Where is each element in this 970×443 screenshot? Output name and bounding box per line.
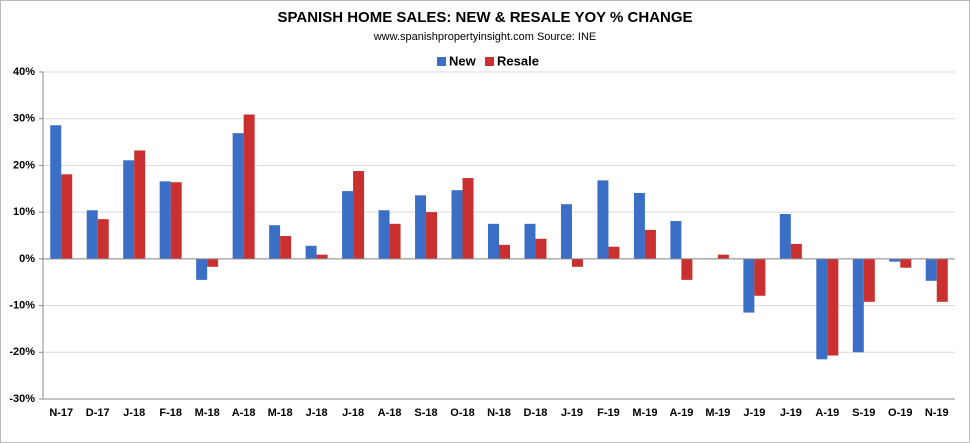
bar (571, 258, 583, 267)
bar (61, 174, 73, 259)
x-tick-label: O-18 (450, 407, 474, 419)
bar (499, 244, 510, 259)
bar (305, 245, 317, 259)
x-tick-label: O-19 (888, 407, 912, 419)
bar (86, 210, 98, 259)
y-tick-label: 0% (19, 253, 35, 265)
bar (717, 254, 729, 259)
bar (889, 258, 901, 262)
bar (280, 235, 292, 259)
x-tick-label: D-18 (524, 407, 548, 419)
bar (316, 254, 328, 259)
y-tick-label: 40% (13, 66, 35, 78)
y-tick-label: -30% (9, 393, 35, 405)
x-tick-label: F-19 (597, 407, 620, 419)
y-tick-label: -10% (9, 299, 35, 311)
x-tick-label: M-18 (195, 407, 220, 419)
bar (863, 258, 875, 302)
bar (97, 219, 109, 259)
y-tick-label: 20% (13, 159, 35, 171)
x-tick-label: A-18 (232, 407, 256, 419)
bar (207, 258, 219, 267)
bar (790, 243, 802, 259)
x-tick-label: J-18 (342, 407, 364, 419)
bar (451, 190, 463, 259)
bar (196, 258, 208, 280)
bar (524, 223, 536, 259)
x-tick-label: A-19 (669, 407, 693, 419)
bar (462, 178, 474, 259)
x-tick-label: D-17 (86, 407, 110, 419)
x-tick-label: J-19 (743, 407, 765, 419)
x-tick-label: M-19 (705, 407, 730, 419)
bar (597, 180, 609, 259)
bar (827, 258, 839, 356)
x-tick-label: M-19 (632, 407, 657, 419)
y-tick-label: 30% (13, 113, 35, 125)
legend-swatch (485, 57, 494, 66)
bar (269, 225, 281, 259)
bar (535, 238, 547, 259)
bar (378, 210, 390, 259)
bar (123, 160, 135, 259)
bar (232, 133, 244, 259)
x-tick-label: A-19 (815, 407, 839, 419)
y-tick-label: 10% (13, 206, 35, 218)
bar (779, 214, 791, 259)
bar (170, 182, 182, 259)
legend-label: New (449, 53, 477, 68)
bar (560, 204, 572, 259)
bar (342, 191, 354, 259)
bar (816, 258, 828, 360)
x-tick-label: M-18 (268, 407, 293, 419)
bar (936, 258, 948, 302)
bar (353, 171, 365, 259)
x-tick-label: F-18 (159, 407, 182, 419)
bar (415, 195, 427, 259)
x-tick-label: J-19 (780, 407, 802, 419)
chart-subtitle: www.spanishpropertyinsight.com Source: I… (373, 31, 597, 43)
x-tick-label: S-19 (852, 407, 875, 419)
x-tick-label: S-18 (414, 407, 437, 419)
x-tick-label: A-18 (378, 407, 402, 419)
bar (243, 114, 255, 259)
bar (925, 258, 937, 281)
bar (670, 221, 682, 259)
bar (608, 246, 620, 259)
bar (426, 212, 438, 259)
chart-title: SPANISH HOME SALES: NEW & RESALE YOY % C… (277, 9, 692, 26)
bar (488, 223, 499, 259)
x-tick-label: N-17 (49, 407, 73, 419)
x-tick-label: N-19 (925, 407, 949, 419)
bar (681, 258, 693, 280)
bar (389, 223, 401, 259)
x-tick-label: J-18 (306, 407, 328, 419)
x-tick-label: J-19 (561, 407, 583, 419)
legend-label: Resale (497, 53, 539, 68)
x-tick-label: J-18 (123, 407, 145, 419)
bar (743, 258, 755, 313)
bar (852, 258, 864, 353)
legend-swatch (437, 57, 446, 66)
bar (754, 258, 766, 296)
bar (159, 181, 171, 259)
x-tick-label: N-18 (487, 407, 511, 419)
bar (50, 125, 62, 259)
bar (134, 150, 146, 259)
bar (900, 258, 912, 268)
bar (644, 229, 656, 259)
bar (633, 192, 645, 259)
y-tick-label: -20% (9, 346, 35, 358)
